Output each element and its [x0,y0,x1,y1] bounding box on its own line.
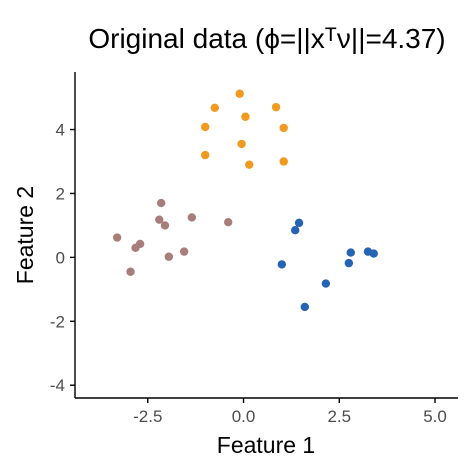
series-1 [201,89,288,169]
series-3 [277,218,378,312]
data-point [164,252,174,261]
data-point [291,226,300,235]
x-tick-label: 2.5 [327,407,351,426]
data-point [224,218,233,227]
data-point [187,213,197,222]
chart-title: Original data (ϕ=||xᵀν||=4.37) [88,23,445,54]
data-point [131,243,140,252]
data-point [344,258,354,268]
y-tick-label: -2 [50,312,65,331]
data-point [160,221,170,230]
series-2 [112,198,233,276]
data-point [241,112,250,121]
x-tick-label: 0.0 [232,407,256,426]
data-point [277,260,287,269]
data-point [237,139,246,149]
data-point [294,218,304,228]
y-tick-label: 0 [56,248,65,267]
data-point [279,123,288,133]
data-point [179,247,189,256]
x-axis-ticks: -2.5 0.0 2.5 5.0 [133,398,447,426]
y-tick-label: -4 [50,376,65,395]
y-axis-ticks: -4 -2 0 2 4 [50,121,75,395]
data-point [346,248,355,257]
data-point [300,302,309,312]
plot-area: -2.5 0.0 2.5 5.0 -4 -2 0 2 4 [50,72,458,426]
data-points [112,89,378,312]
data-point [369,249,378,258]
y-tick-label: 4 [56,121,65,140]
data-point [155,215,164,224]
data-point [156,198,166,208]
data-point [201,122,210,132]
data-point [279,157,288,166]
data-point [112,233,122,242]
y-axis-title: Feature 2 [12,186,38,284]
data-point [321,279,331,288]
data-point [245,160,254,169]
x-axis-title: Feature 1 [217,432,315,458]
data-point [235,89,244,98]
y-tick-label: 2 [56,184,65,203]
data-point [126,267,135,276]
data-point [210,103,219,112]
x-tick-label: -2.5 [133,407,162,426]
x-tick-label: 5.0 [423,407,447,426]
data-point [271,102,281,112]
data-point [201,150,210,160]
